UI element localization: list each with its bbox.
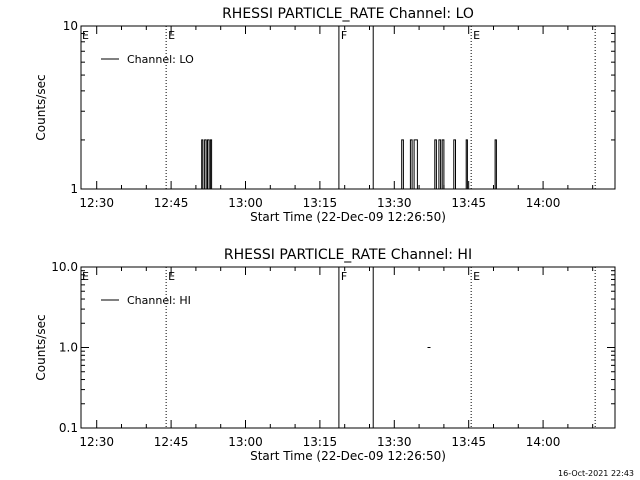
panel-2-event-label: E bbox=[168, 270, 175, 283]
panel-1-event-label: E bbox=[473, 29, 480, 42]
panel-1-series-line bbox=[401, 139, 418, 190]
panel-2-event-label: E bbox=[473, 270, 480, 283]
panel-2-y-tick-label: 10.0 bbox=[51, 260, 78, 274]
panel-1-title: RHESSI PARTICLE_RATE Channel: LO bbox=[222, 6, 474, 22]
panel-2-title: RHESSI PARTICLE_RATE Channel: HI bbox=[224, 247, 472, 263]
panel-2-x-tick-label: 12:45 bbox=[154, 435, 189, 449]
panel-1-x-tick-label: 13:45 bbox=[451, 196, 486, 210]
panel-1-event-label: F bbox=[341, 29, 347, 42]
panel-2-y-tick-label: 1.0 bbox=[59, 341, 78, 355]
panel-2-y-axis-label: Counts/sec bbox=[34, 314, 48, 380]
panel-2-legend-label: Channel: HI bbox=[127, 294, 191, 307]
panel-2-x-tick-label: 13:30 bbox=[377, 435, 412, 449]
chart-panels: RHESSI PARTICLE_RATE Channel: LO 12:30 12:… bbox=[34, 6, 616, 463]
panel-2-x-tick-label: 13:15 bbox=[303, 435, 338, 449]
panel-1-y-tick-label: 1 bbox=[70, 182, 78, 196]
panel-1-frame bbox=[80, 25, 616, 190]
panel-1-x-tick-label: 12:45 bbox=[154, 196, 189, 210]
panel-1-x-tick-label: 13:00 bbox=[228, 196, 263, 210]
panel-1-event-label: E bbox=[168, 29, 175, 42]
panel-2-event-label: F bbox=[341, 270, 347, 283]
panel-2-x-axis-label: Start Time (22-Dec-09 12:26:50) bbox=[250, 449, 446, 463]
panel-1-x-tick-label: 13:15 bbox=[303, 196, 338, 210]
panel-2-x-tick-label: 12:30 bbox=[79, 435, 114, 449]
panel-1-series-line bbox=[494, 139, 497, 189]
panel-2-x-tick-label: 13:00 bbox=[228, 435, 263, 449]
panel-2: RHESSI PARTICLE_RATE Channel: HI 12:30 12:… bbox=[34, 247, 616, 463]
panel-1-x-axis-label: Start Time (22-Dec-09 12:26:50) bbox=[250, 210, 446, 224]
panel-1-y-axis-label: Counts/sec bbox=[34, 74, 48, 140]
panel-1-event-label: E bbox=[82, 29, 89, 42]
panel-1-legend-label: Channel: LO bbox=[127, 53, 194, 66]
panel-1-x-tick-label: 12:30 bbox=[79, 196, 114, 210]
panel-2-x-tick-label: 14:00 bbox=[526, 435, 561, 449]
panel-1: RHESSI PARTICLE_RATE Channel: LO 12:30 12:… bbox=[34, 6, 616, 224]
panel-1-x-tick-label: 13:30 bbox=[377, 196, 412, 210]
panel-1-x-tick-label: 14:00 bbox=[526, 196, 561, 210]
panel-1-series-line bbox=[465, 139, 468, 189]
panel-2-x-tick-label: 13:45 bbox=[451, 435, 486, 449]
panel-2-event-label: E bbox=[82, 270, 89, 283]
panel-1-y-tick-label: 10 bbox=[63, 19, 78, 33]
panel-2-y-tick-label: 0.1 bbox=[59, 421, 78, 435]
panel-1-series-line bbox=[434, 139, 456, 190]
panel-1-series-line bbox=[201, 139, 213, 190]
footer-timestamp: 16-Oct-2021 22:43 bbox=[558, 469, 634, 478]
